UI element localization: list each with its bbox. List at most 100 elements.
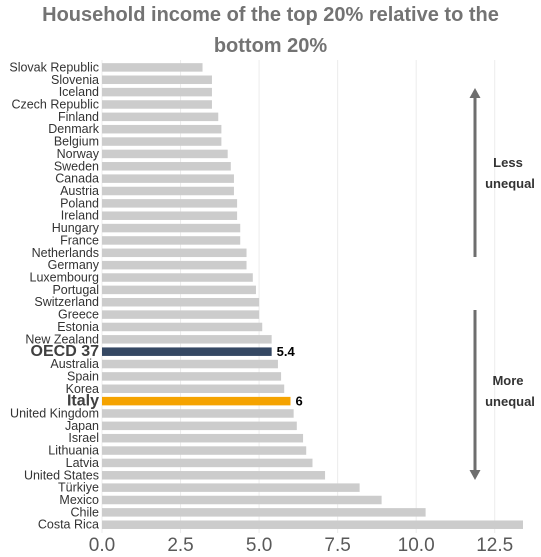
bar-france: [102, 236, 241, 245]
x-tick-label: 2.5: [167, 535, 193, 556]
value-label-oecd-37: 5.4: [277, 344, 296, 359]
bar-finland: [102, 112, 219, 122]
x-tick-label: 7.5: [324, 535, 350, 556]
category-label-portugal: Portugal: [52, 283, 99, 297]
x-tick-label: 10.0: [398, 535, 435, 556]
category-label-netherlands: Netherlands: [32, 246, 99, 260]
category-label-sweden: Sweden: [54, 159, 99, 173]
category-label-spain: Spain: [67, 369, 99, 383]
bar-sweden: [102, 162, 231, 171]
bar-netherlands: [102, 248, 247, 258]
category-label-iceland: Iceland: [59, 85, 99, 99]
bar-ireland: [102, 211, 238, 220]
unequal-label-bottom: unequal: [485, 394, 535, 409]
bar-norway: [102, 149, 228, 159]
bar-czech-republic: [102, 100, 212, 109]
bar-slovak-republic: [102, 63, 203, 72]
bar-korea: [102, 384, 285, 394]
category-label-poland: Poland: [60, 196, 99, 210]
bar-portugal: [102, 285, 256, 295]
bar-greece: [102, 310, 260, 319]
bar-japan: [102, 421, 297, 431]
category-label-switzerland: Switzerland: [34, 295, 99, 309]
bar-lithuania: [102, 446, 307, 455]
category-label-new-zealand: New Zealand: [25, 332, 99, 346]
bar-australia: [102, 359, 278, 369]
category-label-lithuania: Lithuania: [48, 444, 99, 458]
category-label-korea: Korea: [66, 382, 99, 396]
bar-oecd-37: [102, 347, 272, 356]
down-arrow-head: [469, 470, 481, 480]
x-tick-label: 5.0: [246, 535, 272, 556]
bar-t-rkiye: [102, 483, 360, 492]
category-label-italy: Italy: [67, 393, 99, 410]
up-arrow-head: [469, 88, 481, 98]
category-label-united-kingdom: United Kingdom: [10, 406, 99, 420]
bar-hungary: [102, 223, 241, 233]
value-label-italy: 6: [296, 394, 303, 409]
bar-mexico: [102, 495, 382, 505]
x-axis-ticks: 0.0 2.5 5.0 7.5 10.0 12.5: [89, 535, 513, 556]
category-label-norway: Norway: [57, 147, 100, 161]
bar-latvia: [102, 458, 313, 468]
less-label: Less: [493, 155, 523, 170]
category-label-austria: Austria: [60, 184, 99, 198]
category-label-estonia: Estonia: [57, 320, 99, 334]
bar-italy: [102, 396, 291, 406]
bar-spain: [102, 372, 282, 381]
category-label-ireland: Ireland: [61, 209, 99, 223]
category-label-japan: Japan: [65, 419, 99, 433]
bar-austria: [102, 186, 234, 196]
bar-poland: [102, 199, 238, 208]
bar-slovenia: [102, 75, 212, 85]
category-label-oecd-37: OECD 37: [31, 343, 100, 360]
category-label-greece: Greece: [58, 308, 99, 322]
category-label-slovak-republic: Slovak Republic: [9, 60, 99, 74]
category-label-slovenia: Slovenia: [51, 73, 99, 87]
category-label-luxembourg: Luxembourg: [30, 271, 100, 285]
category-label-canada: Canada: [55, 172, 99, 186]
less-unequal-annotation: Less unequal: [469, 88, 535, 257]
category-label-mexico: Mexico: [59, 493, 99, 507]
unequal-label-top: unequal: [485, 176, 535, 191]
bar-costa-rica: [102, 520, 523, 529]
category-label-finland: Finland: [58, 110, 99, 124]
category-label-costa-rica: Costa Rica: [38, 518, 99, 532]
category-label-latvia: Latvia: [66, 456, 99, 470]
value-labels: 5.46: [277, 344, 303, 408]
category-label-france: France: [60, 233, 99, 247]
category-label-belgium: Belgium: [54, 135, 99, 149]
category-label-hungary: Hungary: [52, 221, 100, 235]
category-label-australia: Australia: [50, 357, 99, 371]
x-tick-label: 12.5: [476, 535, 513, 556]
bar-switzerland: [102, 297, 260, 307]
category-label-chile: Chile: [71, 505, 100, 519]
bar-luxembourg: [102, 273, 253, 282]
more-unequal-annotation: More unequal: [469, 310, 535, 480]
bar-belgium: [102, 137, 222, 146]
bar-united-states: [102, 471, 326, 480]
category-label-germany: Germany: [48, 258, 100, 272]
bar-chile: [102, 508, 426, 517]
chart-title-line-2: bottom 20%: [213, 35, 328, 57]
category-label-denmark: Denmark: [48, 122, 99, 136]
category-label-t-rkiye: Türkiye: [58, 481, 99, 495]
bar-new-zealand: [102, 335, 272, 344]
category-label-israel: Israel: [68, 431, 99, 445]
bar-united-kingdom: [102, 409, 294, 418]
bar-iceland: [102, 87, 212, 97]
chart-title-line-1: Household income of the top 20% relative…: [42, 4, 499, 26]
more-label: More: [492, 373, 523, 388]
category-label-czech-republic: Czech Republic: [11, 97, 99, 111]
bar-estonia: [102, 322, 263, 332]
x-tick-label: 0.0: [89, 535, 115, 556]
bar-denmark: [102, 124, 222, 134]
category-label-united-states: United States: [24, 468, 99, 482]
bar-canada: [102, 174, 234, 183]
bars: [102, 63, 523, 529]
bar-germany: [102, 260, 247, 270]
bar-israel: [102, 433, 304, 443]
